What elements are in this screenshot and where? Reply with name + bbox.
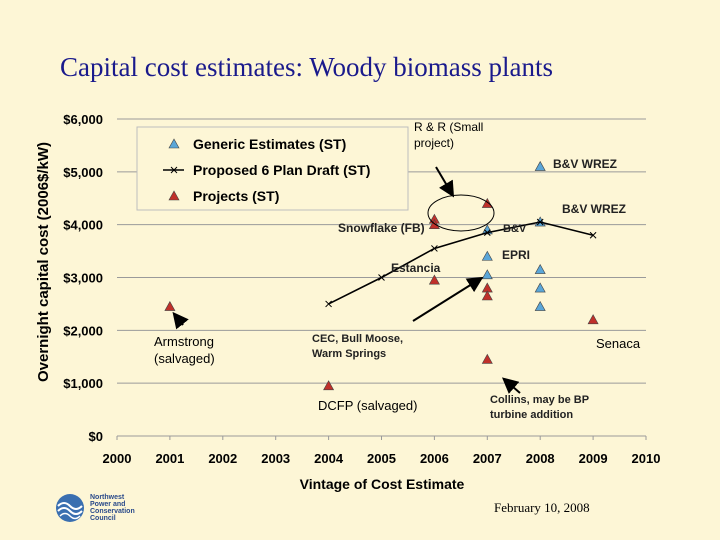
project-point	[481, 290, 493, 301]
legend-triangle-swatch	[168, 190, 180, 201]
legend-triangle-swatch	[168, 138, 180, 149]
plan-point-marker	[589, 231, 597, 239]
generic-estimate-point	[534, 263, 546, 274]
legend-label: Generic Estimates (ST)	[193, 136, 346, 152]
legend-box	[136, 126, 409, 211]
x-tick-label: 2003	[261, 451, 290, 466]
highlight-ellipse	[427, 194, 495, 232]
generic-estimate-point	[534, 282, 546, 293]
logo-line: Power and	[90, 501, 126, 508]
annotation-label: B&V WREZ	[553, 157, 617, 171]
council-logo	[52, 492, 92, 529]
generic-estimate-point	[534, 300, 546, 311]
legend-label: Proposed 6 Plan Draft (ST)	[193, 162, 370, 178]
y-tick-label: $5,000	[63, 165, 103, 180]
annotation-label: Estancia	[391, 261, 441, 275]
annotation-label: Snowflake (FB)	[338, 221, 425, 235]
annotation-arrow	[501, 377, 521, 394]
annotation-label: EPRI	[502, 248, 530, 262]
annotation-label: CEC, Bull Moose,	[312, 333, 403, 345]
legend-label: Projects (ST)	[193, 188, 279, 204]
legend: Generic Estimates (ST) Proposed 6 Plan Dr…	[136, 126, 409, 211]
series-line-proposed-plan	[328, 221, 594, 305]
x-tick-labels: 2000 2001 2002 2003 2004 2005 2006 2007 2008 2009…	[103, 451, 661, 466]
x-tick-label: 2001	[155, 451, 184, 466]
plan-point-marker	[431, 245, 438, 252]
project-point	[323, 380, 335, 391]
logo-line: Council	[90, 515, 116, 522]
annotation-label-line2: turbine addition	[490, 409, 573, 421]
annotation-arrow	[172, 311, 189, 330]
logo-wave-icon	[56, 494, 84, 522]
x-tick-label: 2009	[579, 451, 608, 466]
legend-x-marker	[170, 166, 178, 174]
y-tick-label: $0	[89, 429, 103, 444]
plan-point-marker	[325, 300, 332, 308]
annotation-label: DCFP (salvaged)	[318, 398, 417, 413]
project-point	[164, 300, 176, 311]
slide-title: Capital cost estimates: Woody biomass pl…	[60, 52, 554, 82]
annotation-label-line2: (salvaged)	[154, 351, 215, 366]
x-tick-label: 2008	[526, 451, 555, 466]
annotation-arrow	[412, 276, 484, 322]
y-tick-label: $2,000	[63, 323, 103, 338]
logo-text: Northwest Power and Conservation Council	[90, 494, 135, 522]
annotation-label: B&V WREZ	[562, 202, 626, 216]
generic-estimate-point	[534, 160, 546, 171]
x-tick-label: 2005	[367, 451, 396, 466]
annotation-label-line2: Warm Springs	[312, 348, 386, 360]
project-point	[481, 353, 493, 364]
y-tick-label: $1,000	[63, 376, 103, 391]
x-tick-label: 2000	[103, 451, 132, 466]
annotations: R & R (Small project) B&V WREZ B&V WREZ Snow…	[154, 120, 641, 421]
project-point	[428, 274, 440, 285]
project-point	[587, 314, 599, 325]
plan-point-marker	[378, 274, 385, 281]
logo-line: Conservation	[90, 508, 135, 515]
annotation-label: B&V	[503, 223, 527, 235]
plan-point-marker	[536, 218, 544, 226]
y-axis-label: Overnight capital cost (2006$/kW)	[35, 142, 52, 382]
y-tick-label: $4,000	[63, 218, 103, 233]
slide-date: February 10, 2008	[494, 500, 590, 515]
x-tick-label: 2006	[420, 451, 449, 466]
annotation-arrow	[435, 166, 455, 198]
y-tick-label: $6,000	[63, 112, 103, 127]
project-point	[481, 197, 493, 208]
axes	[116, 435, 647, 440]
annotation-label-line2: project)	[414, 136, 454, 150]
annotation-label: Armstrong	[154, 334, 214, 349]
annotation-label: R & R (Small	[414, 120, 483, 134]
annotation-label: Senaca	[596, 336, 641, 351]
generic-estimate-point	[481, 269, 493, 280]
x-tick-label: 2010	[632, 451, 661, 466]
x-tick-label: 2004	[314, 451, 344, 466]
annotation-label: Collins, may be BP	[490, 394, 589, 406]
plan-point-marker	[483, 229, 491, 236]
y-tick-labels: $0 $1,000 $2,000 $3,000 $4,000 $5,000 $6,000	[63, 112, 103, 444]
x-axis-label: Vintage of Cost Estimate	[300, 476, 465, 492]
logo-line: Northwest	[90, 494, 125, 501]
y-tick-label: $3,000	[63, 271, 103, 286]
x-tick-label: 2007	[473, 451, 502, 466]
generic-estimate-point	[481, 250, 493, 261]
series-marks	[164, 160, 599, 391]
x-tick-label: 2002	[208, 451, 237, 466]
